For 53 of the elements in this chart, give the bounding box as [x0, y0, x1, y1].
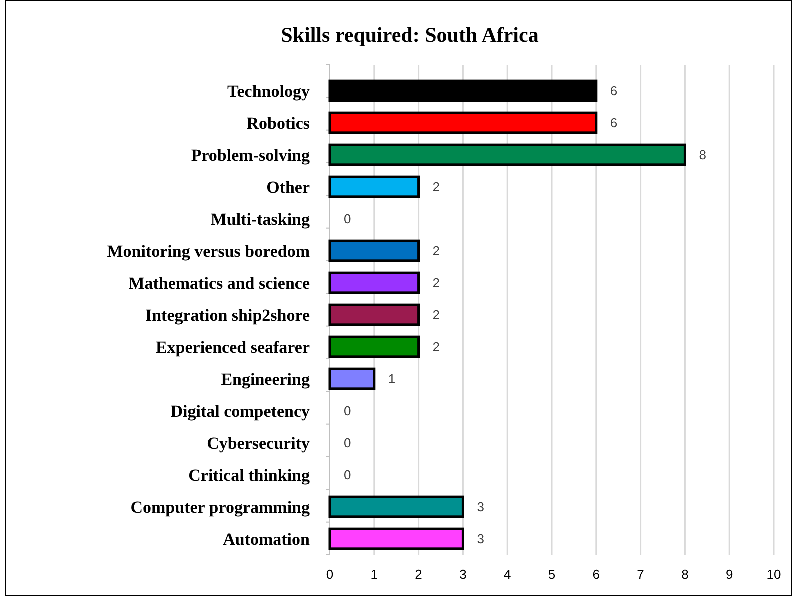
y-tick-label: Monitoring versus boredom [107, 242, 310, 261]
data-label: 8 [699, 148, 706, 163]
x-tick-label: 2 [415, 567, 422, 582]
bar [328, 368, 376, 390]
y-tick-label: Automation [223, 530, 311, 549]
data-label: 2 [432, 276, 440, 291]
y-tick-label: Robotics [246, 114, 310, 133]
y-tick-label: Digital competency [170, 402, 310, 421]
y-tick-label: Multi-tasking [210, 210, 310, 229]
bar [328, 272, 420, 294]
x-tick-label: 3 [460, 567, 467, 582]
data-label: 0 [344, 436, 352, 451]
x-tick-label: 9 [726, 567, 734, 582]
bar [328, 80, 598, 102]
data-label: 2 [432, 244, 440, 259]
data-label: 3 [477, 532, 484, 547]
bar [328, 112, 598, 134]
y-tick-label: Technology [227, 82, 310, 101]
chart-title: Skills required: South Africa [281, 23, 540, 47]
data-label: 2 [432, 340, 440, 355]
y-tick-label: Experienced seafarer [156, 338, 310, 357]
y-tick-label: Cybersecurity [207, 434, 310, 453]
x-tick-label: 10 [766, 567, 782, 582]
bar [328, 528, 464, 550]
bar [328, 176, 420, 198]
data-label: 0 [344, 212, 352, 227]
data-label: 0 [344, 404, 352, 419]
x-tick-label: 7 [637, 567, 644, 582]
y-tick-label: Critical thinking [188, 466, 310, 485]
y-tick-label: Problem-solving [191, 146, 310, 165]
bar [328, 304, 420, 326]
y-tick-label: Computer programming [130, 498, 310, 517]
bar [328, 336, 420, 358]
x-tick-label: 6 [592, 567, 600, 582]
x-tick-label: 8 [682, 567, 689, 582]
x-tick-label: 5 [548, 567, 556, 582]
y-tick-label: Integration ship2shore [145, 306, 310, 325]
bar [328, 240, 420, 262]
data-label: 1 [388, 372, 396, 387]
data-label: 2 [432, 180, 440, 195]
y-tick-label: Engineering [221, 370, 310, 389]
data-label: 3 [477, 500, 484, 515]
data-label: 6 [610, 84, 618, 99]
x-tick-label: 4 [504, 567, 512, 582]
x-tick-label: 0 [326, 567, 334, 582]
y-tick-label: Mathematics and science [128, 274, 310, 293]
y-tick-label: Other [266, 178, 310, 197]
x-tick-label: 1 [370, 567, 378, 582]
data-label: 6 [610, 116, 618, 131]
data-label: 0 [344, 468, 352, 483]
bar [328, 496, 464, 518]
bar [328, 144, 686, 166]
data-label: 2 [432, 308, 440, 323]
